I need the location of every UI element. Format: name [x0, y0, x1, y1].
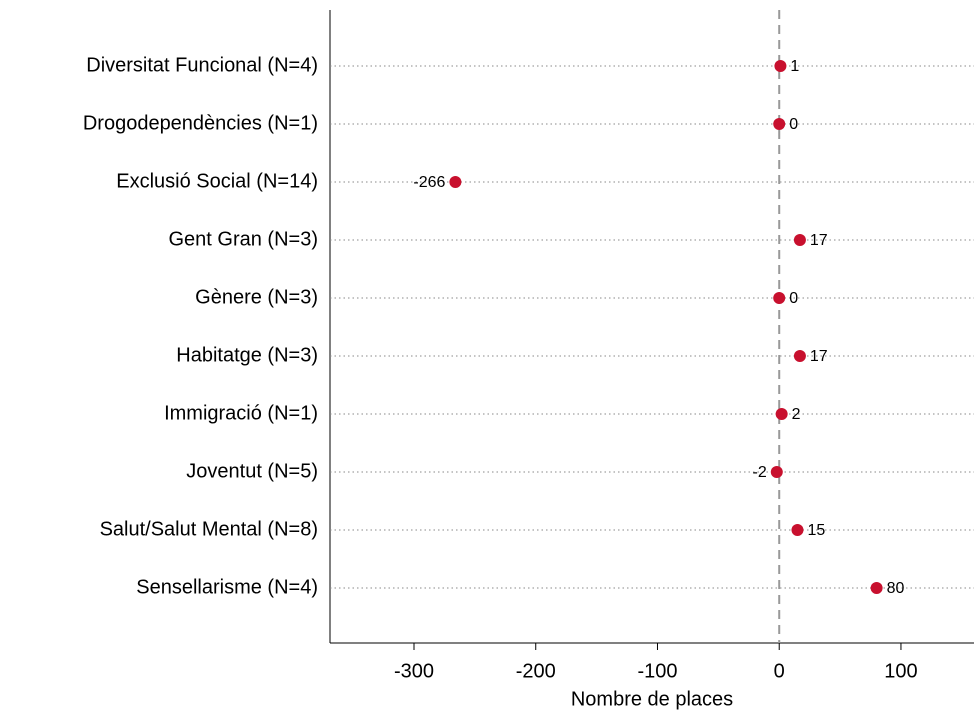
data-label: 1	[790, 58, 799, 75]
data-label: 2	[792, 406, 801, 423]
x-tick-label: -100	[637, 660, 677, 682]
y-tick-label: Joventut (N=5)	[186, 460, 318, 482]
data-label: -266	[413, 174, 445, 191]
data-label: 0	[789, 116, 798, 133]
dot	[870, 582, 883, 594]
y-tick-label: Sensellarisme (N=4)	[136, 576, 318, 598]
y-tick-label: Gènere (N=3)	[195, 286, 318, 308]
y-tick-label: Immigració (N=1)	[164, 402, 318, 424]
x-tick-label: -200	[516, 660, 556, 682]
x-tick-label: -300	[394, 660, 434, 682]
dot	[770, 466, 783, 478]
y-tick-label: Salut/Salut Mental (N=8)	[100, 518, 318, 540]
data-label: 15	[807, 522, 825, 539]
data-label: -2	[753, 464, 767, 481]
y-tick-label: Diversitat Funcional (N=4)	[86, 54, 318, 76]
data-label: 80	[887, 580, 905, 597]
y-tick-label: Exclusió Social (N=14)	[116, 170, 318, 192]
dot	[774, 60, 787, 72]
x-tick-label: 100	[884, 660, 917, 682]
data-label: 17	[810, 348, 828, 365]
data-label: 0	[789, 290, 798, 307]
data-label: 17	[810, 232, 828, 249]
dot	[791, 524, 804, 536]
dot	[793, 350, 806, 362]
dot	[773, 292, 786, 304]
dot	[775, 408, 788, 420]
y-tick-label: Habitatge (N=3)	[176, 344, 318, 366]
x-axis-title: Nombre de places	[571, 688, 733, 710]
dot	[793, 234, 806, 246]
x-tick-label: 0	[774, 660, 785, 682]
dot	[773, 118, 786, 130]
y-tick-label: Drogodependències (N=1)	[83, 112, 318, 134]
dot	[449, 176, 462, 188]
y-tick-label: Gent Gran (N=3)	[168, 228, 318, 250]
